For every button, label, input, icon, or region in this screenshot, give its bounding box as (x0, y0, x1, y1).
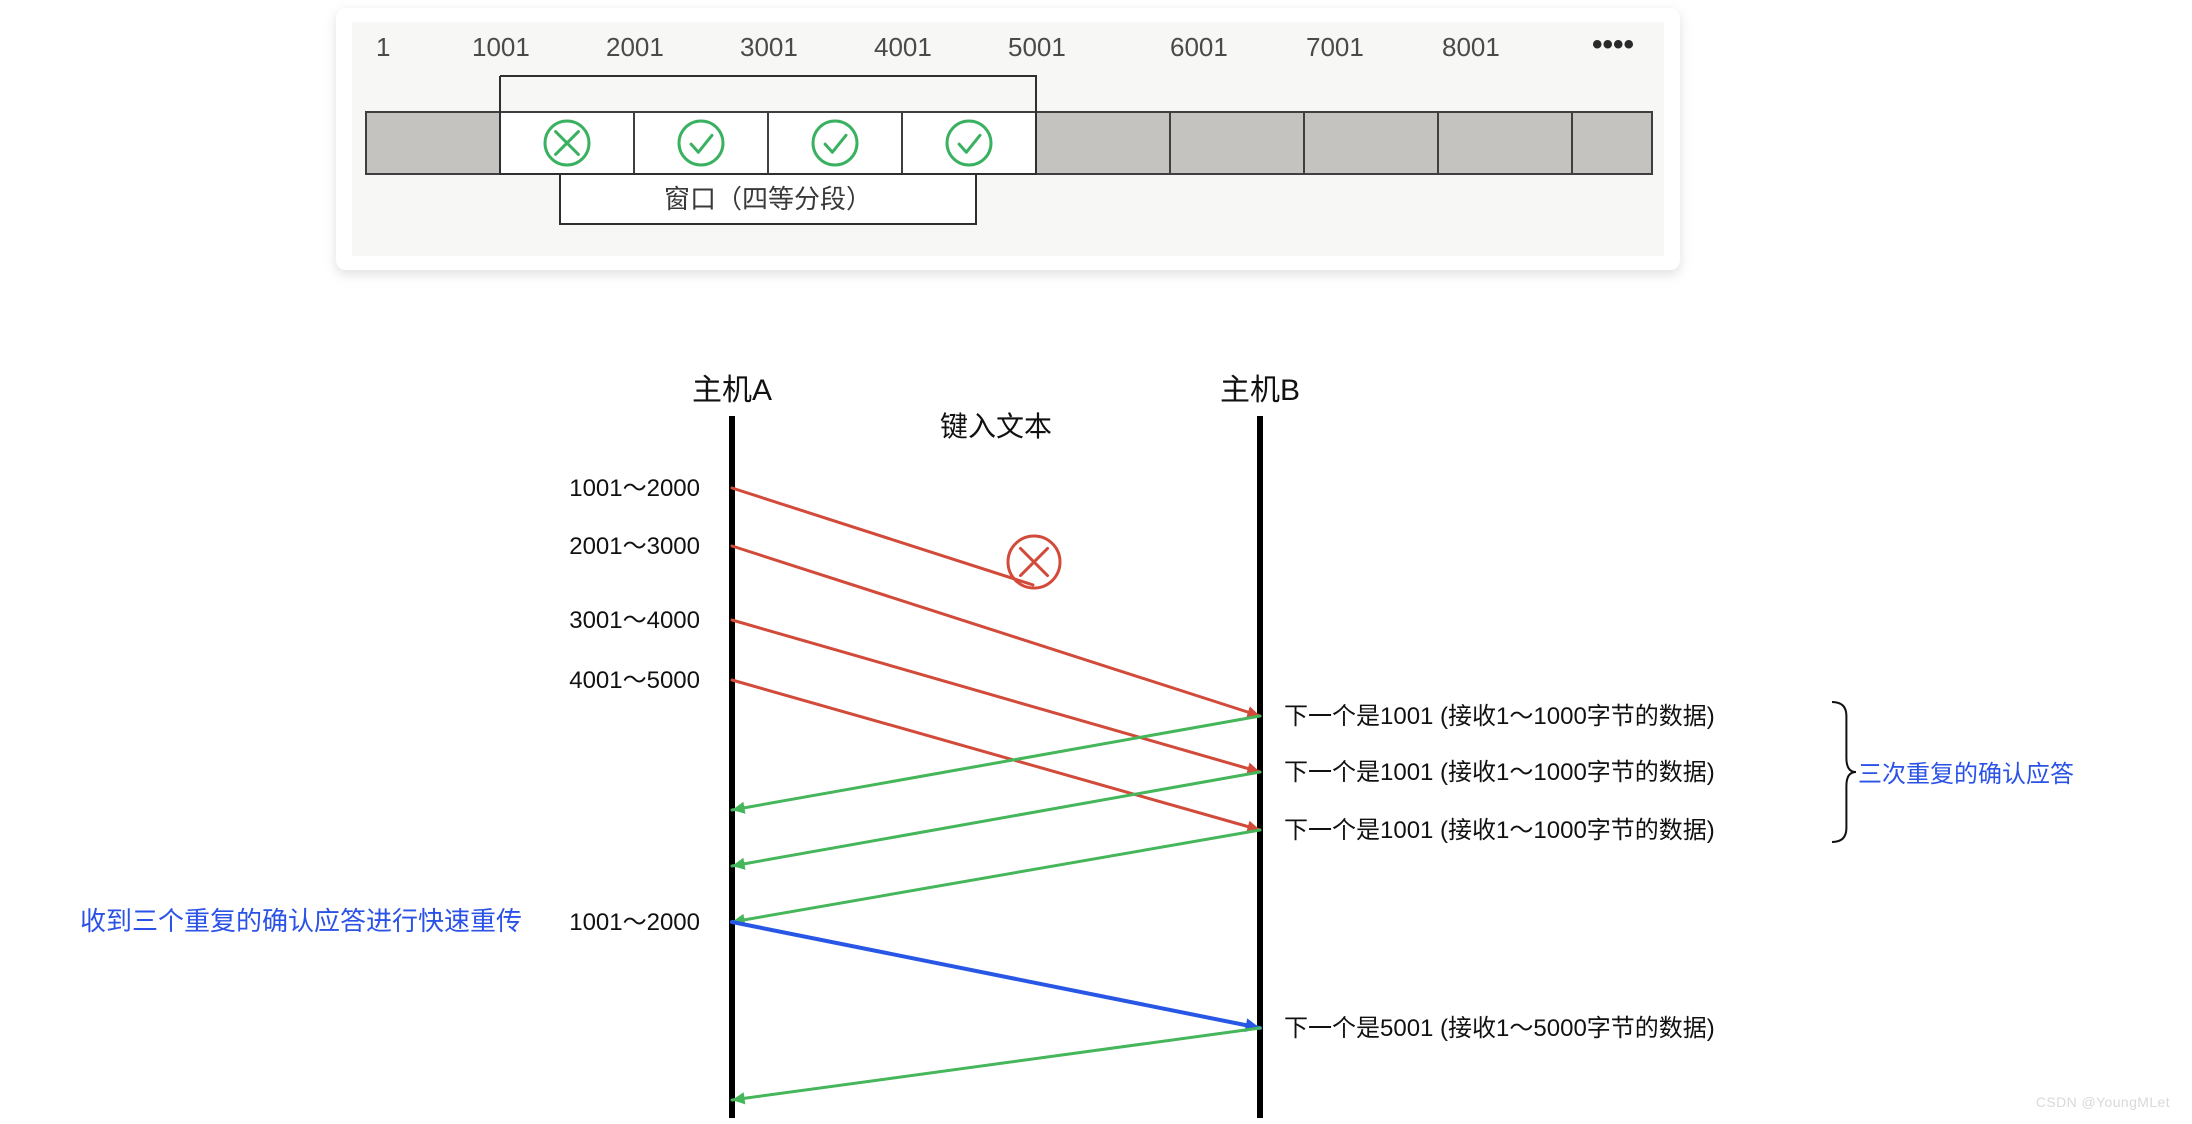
buffer-tick-label-5: 5001 (1008, 32, 1066, 62)
buffer-tick-label-3: 3001 (740, 32, 798, 62)
data-arrow-lost (732, 488, 1033, 585)
dup-ack-note: 三次重复的确认应答 (1858, 761, 2074, 788)
page-root: 1 1001 2001 3001 4001 5001 6001 7001 8001 •••• 窗口（… (0, 0, 2192, 1124)
ack-arrow-1 (732, 772, 1260, 870)
data-arrow-label-1: 2001～3000 (569, 533, 700, 560)
buffer-tick-label-2: 2001 (606, 32, 664, 62)
window-caption-text: 窗口（四等分段） (664, 184, 872, 214)
buffer-segment-5 (1036, 112, 1170, 174)
data-arrow-2 (732, 620, 1260, 774)
fast-retransmit-arrow (732, 922, 1260, 1032)
buffer-tick-label-1: 1001 (472, 32, 530, 62)
final-ack-arrow (732, 1028, 1260, 1104)
data-arrow-label-3: 4001～5000 (569, 667, 700, 694)
buffer-segment-0 (366, 112, 500, 174)
buffer-tick-label-0: 1 (376, 32, 390, 62)
buffer-segment-7 (1304, 112, 1438, 174)
buffer-tick-label-8: 8001 (1442, 32, 1500, 62)
buffer-segment-9 (1572, 112, 1652, 174)
diagram-svg: 1 1001 2001 3001 4001 5001 6001 7001 8001 •••• 窗口（… (0, 0, 2192, 1124)
final-ack-label: 下一个是5001 (接收1～5000字节的数据) (1284, 1015, 1715, 1042)
data-arrow-label-2: 3001～4000 (569, 607, 700, 634)
data-arrow-3 (732, 680, 1260, 832)
title-between: 键入文本 (940, 411, 1052, 442)
host-b-label: 主机B (1220, 374, 1300, 407)
fast-retransmit-note: 收到三个重复的确认应答进行快速重传 (80, 906, 522, 936)
watermark-text: CSDN @YoungMLet (2036, 1094, 2170, 1110)
buffer-tick-label-7: 7001 (1306, 32, 1364, 62)
data-arrow-label-0: 1001～2000 (569, 475, 700, 502)
ack-arrow-2 (732, 830, 1260, 926)
lost-packet-x-icon (1008, 536, 1060, 588)
fast-retransmit-range: 1001～2000 (569, 909, 700, 936)
host-a-label: 主机A (692, 374, 772, 407)
ack-arrow-0 (732, 716, 1260, 814)
buffer-dots: •••• (1592, 28, 1634, 61)
ack-arrow-label-1: 下一个是1001 (接收1～1000字节的数据) (1284, 759, 1715, 786)
ack-arrow-label-0: 下一个是1001 (接收1～1000字节的数据) (1284, 703, 1715, 730)
ack-arrow-label-2: 下一个是1001 (接收1～1000字节的数据) (1284, 817, 1715, 844)
buffer-tick-label-4: 4001 (874, 32, 932, 62)
buffer-segment-6 (1170, 112, 1304, 174)
buffer-segment-8 (1438, 112, 1572, 174)
buffer-tick-label-6: 6001 (1170, 32, 1228, 62)
dup-ack-brace (1832, 702, 1856, 842)
